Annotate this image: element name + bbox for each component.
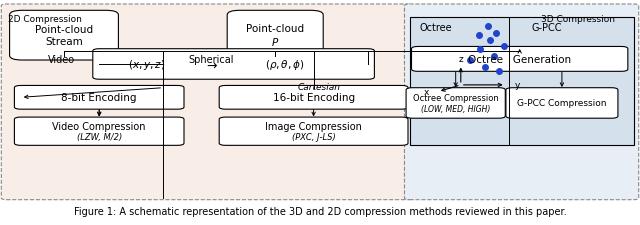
Text: $\rightarrow$: $\rightarrow$ [204, 58, 218, 71]
Text: (LOW, MED, HIGH): (LOW, MED, HIGH) [421, 105, 490, 114]
FancyBboxPatch shape [14, 86, 184, 110]
FancyBboxPatch shape [10, 11, 118, 61]
Text: G-PCC: G-PCC [531, 23, 562, 33]
FancyBboxPatch shape [1, 5, 412, 200]
Text: Video: Video [48, 55, 75, 65]
Text: Spherical: Spherical [189, 55, 234, 65]
FancyBboxPatch shape [93, 50, 374, 80]
Text: 8-bit Encoding: 8-bit Encoding [61, 93, 137, 103]
Text: $(x, y, z)$: $(x, y, z)$ [129, 58, 166, 72]
Text: Octree Compression: Octree Compression [413, 94, 499, 103]
FancyBboxPatch shape [219, 86, 408, 110]
FancyBboxPatch shape [506, 88, 618, 119]
Text: Point-cloud
Stream: Point-cloud Stream [35, 25, 93, 47]
Text: y: y [515, 81, 520, 90]
Text: Octree   Generation: Octree Generation [468, 55, 572, 65]
Text: z: z [458, 55, 463, 64]
Text: (PXC, J-LS): (PXC, J-LS) [292, 133, 335, 142]
FancyBboxPatch shape [14, 117, 184, 146]
Text: 16-bit Encoding: 16-bit Encoding [273, 93, 355, 103]
Text: 3D Compression: 3D Compression [541, 15, 615, 24]
Text: Video Compression: Video Compression [52, 122, 146, 132]
FancyBboxPatch shape [410, 18, 634, 146]
Text: x: x [424, 88, 429, 97]
Text: 2D Compression: 2D Compression [8, 15, 81, 24]
Text: Octree: Octree [419, 23, 452, 33]
FancyBboxPatch shape [406, 88, 506, 119]
Text: $(\rho, \theta, \phi)$: $(\rho, \theta, \phi)$ [265, 58, 305, 72]
Text: Figure 1: A schematic representation of the 3D and 2D compression methods review: Figure 1: A schematic representation of … [74, 206, 566, 216]
Text: (LZW, M/2): (LZW, M/2) [77, 133, 122, 142]
Text: Image Compression: Image Compression [265, 122, 362, 132]
Text: Cartesian: Cartesian [298, 82, 340, 91]
Text: Point-cloud
$\mathit{P}$: Point-cloud $\mathit{P}$ [246, 24, 304, 48]
FancyBboxPatch shape [227, 11, 323, 61]
FancyBboxPatch shape [219, 117, 408, 146]
FancyBboxPatch shape [412, 47, 628, 72]
Text: G-PCC Compression: G-PCC Compression [517, 99, 607, 108]
FancyBboxPatch shape [404, 5, 639, 200]
